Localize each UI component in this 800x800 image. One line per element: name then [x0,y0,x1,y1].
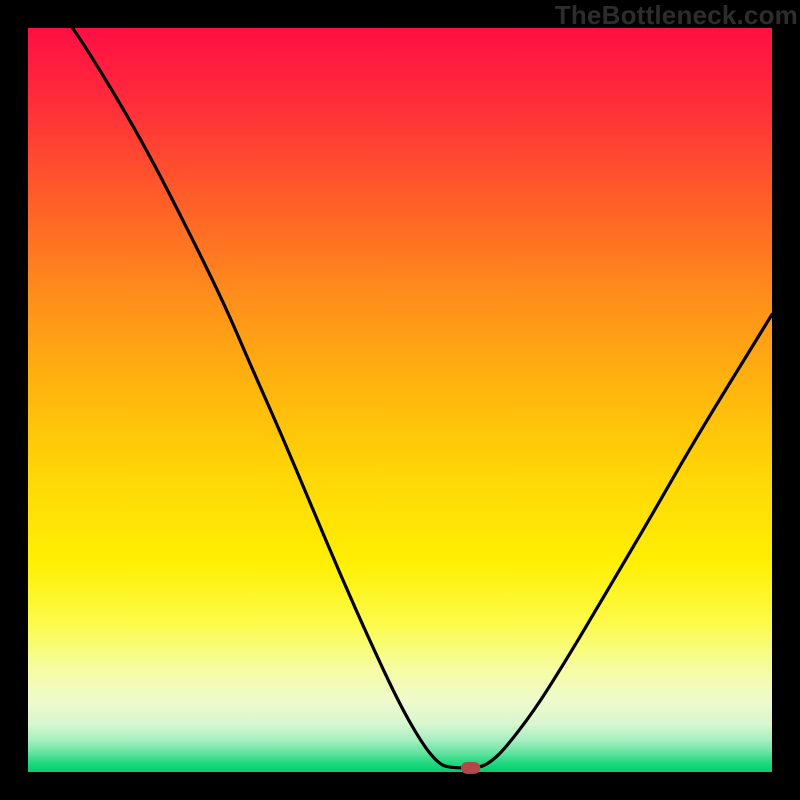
optimal-point-marker [461,762,480,774]
bottleneck-chart [0,0,800,800]
chart-stage: TheBottleneck.com [0,0,800,800]
